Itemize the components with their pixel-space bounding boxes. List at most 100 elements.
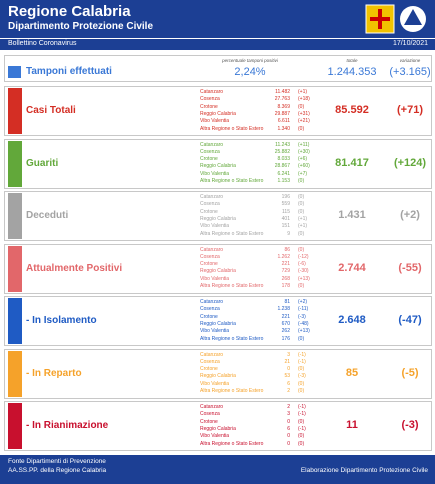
province-value: 221 xyxy=(281,261,290,268)
section-label: - In Rianimazione xyxy=(26,420,109,431)
section-total: 1.431 xyxy=(338,209,366,221)
section-marker xyxy=(8,193,22,239)
province-change: (0) xyxy=(298,230,305,237)
province-value: 196 xyxy=(281,194,290,200)
section-label: Attualmente Positivi xyxy=(26,262,123,274)
province-value: 11.482 xyxy=(275,89,290,95)
tamponi-label: Tamponi effettuati xyxy=(26,66,112,77)
subtitle: Dipartimento Protezione Civile xyxy=(8,21,154,32)
logos xyxy=(365,4,426,34)
province-change: (0) xyxy=(298,440,305,447)
province-change: (-1) xyxy=(298,351,306,358)
province-value: 268 xyxy=(281,275,290,282)
province: Vibo Valentia xyxy=(200,433,230,440)
total-value: 1.244.353 xyxy=(327,66,377,78)
province-value: 6 xyxy=(287,380,290,387)
province: Catanzaro xyxy=(200,351,224,358)
province-value: 0 xyxy=(287,366,290,373)
province: Altra Regione o Stato Estero xyxy=(200,230,264,237)
province-change: (0) xyxy=(298,103,305,110)
province: Vibo Valentia xyxy=(200,170,230,177)
tamponi-marker xyxy=(8,66,21,78)
col-header: totale xyxy=(346,58,358,63)
province-value: 1.340 xyxy=(277,125,290,132)
province: Vibo Valentia xyxy=(200,223,230,230)
province-change: (+1) xyxy=(298,223,308,230)
section-label: Deceduti xyxy=(26,210,69,221)
province: Catanzaro xyxy=(200,404,224,410)
province: Cosenza xyxy=(200,306,220,313)
province: Altra Regione o Stato Estero xyxy=(200,283,264,289)
section-change: (-5) xyxy=(401,366,419,379)
province-value: 27.763 xyxy=(274,96,290,103)
date: 17/10/2021 xyxy=(392,40,428,47)
province-value: 115 xyxy=(282,208,290,215)
province: Crotone xyxy=(200,261,218,268)
province: Reggio Calabria xyxy=(200,110,236,117)
province-change: (-48) xyxy=(298,320,309,327)
section-marker xyxy=(8,245,22,292)
province-change: (+13) xyxy=(298,275,310,282)
province-value: 21 xyxy=(284,358,290,365)
province-change: (+21) xyxy=(298,118,310,125)
province-change: (-1) xyxy=(298,358,306,365)
province: Altra Regione o Stato Estero xyxy=(200,335,264,342)
province: Altra Regione o Stato Estero xyxy=(200,178,264,184)
province: Cosenza xyxy=(200,358,220,365)
province-change: (+60) xyxy=(298,163,310,170)
section-box xyxy=(4,243,432,294)
province-value: 559 xyxy=(281,201,290,208)
section-change: (+124) xyxy=(393,156,427,169)
section-label: - In Reparto xyxy=(26,367,82,379)
province-value: 3 xyxy=(287,411,290,418)
province-change: (+7) xyxy=(298,170,308,177)
province-change: (0) xyxy=(298,178,305,184)
bulletin: Bollettino Coronavirus xyxy=(8,40,77,47)
logo-cross xyxy=(370,9,390,29)
province-value: 729 xyxy=(281,268,290,275)
bulletin-bar xyxy=(0,38,435,50)
province: Vibo Valentia xyxy=(200,275,230,282)
province-change: (+31) xyxy=(298,110,310,117)
province-change: (0) xyxy=(298,366,305,373)
province: Reggio Calabria xyxy=(200,425,236,432)
province-value: 151 xyxy=(281,223,290,230)
province-value: 6 xyxy=(287,425,290,432)
province-change: (0) xyxy=(298,433,305,440)
province: Catanzaro xyxy=(200,141,224,148)
province-value: 176 xyxy=(281,335,290,342)
province-value: 53 xyxy=(284,373,290,380)
province-value: 1.153 xyxy=(277,178,290,184)
province: Altra Regione o Stato Estero xyxy=(200,388,264,394)
province-change: (+18) xyxy=(298,96,310,103)
province: Cosenza xyxy=(200,148,220,155)
province: Crotone xyxy=(200,208,218,215)
province: Crotone xyxy=(200,313,218,320)
province-value: 29.887 xyxy=(274,110,290,117)
province: Altra Regione o Stato Estero xyxy=(200,125,264,132)
province-value: 0 xyxy=(287,440,290,447)
province: Catanzaro xyxy=(200,299,224,305)
section-total: 11 xyxy=(346,419,358,431)
col-header: percentuale tamponi positivi xyxy=(222,58,278,63)
section-marker xyxy=(8,140,22,187)
section-label: Casi Totali xyxy=(26,105,76,116)
header xyxy=(0,0,435,38)
province-change: (0) xyxy=(298,283,305,289)
province: Altra Regione o Stato Estero xyxy=(200,440,264,447)
province-change: (0) xyxy=(298,246,305,253)
section-box xyxy=(4,191,432,241)
province-change: (+2) xyxy=(298,299,308,305)
province-value: 221 xyxy=(281,313,290,320)
section-change: (-47) xyxy=(398,314,422,326)
province-value: 262 xyxy=(281,328,290,335)
province-value: 25.882 xyxy=(274,148,290,155)
province-change: (+6) xyxy=(298,156,308,163)
province-value: 86 xyxy=(284,246,290,253)
section-box xyxy=(4,401,432,451)
logo-triangle xyxy=(404,9,422,25)
province-change: (-12) xyxy=(298,253,309,260)
section-marker xyxy=(8,350,22,397)
province-value: 3 xyxy=(287,351,290,358)
footer-credit: Elaborazione Dipartimento Protezione Civ… xyxy=(300,467,428,474)
